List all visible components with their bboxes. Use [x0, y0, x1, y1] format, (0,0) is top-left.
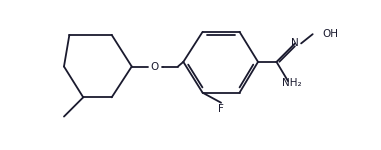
- Text: N: N: [291, 38, 299, 48]
- Text: O: O: [151, 61, 159, 72]
- Text: F: F: [218, 104, 224, 114]
- Text: OH: OH: [322, 29, 338, 39]
- Text: NH₂: NH₂: [282, 78, 302, 88]
